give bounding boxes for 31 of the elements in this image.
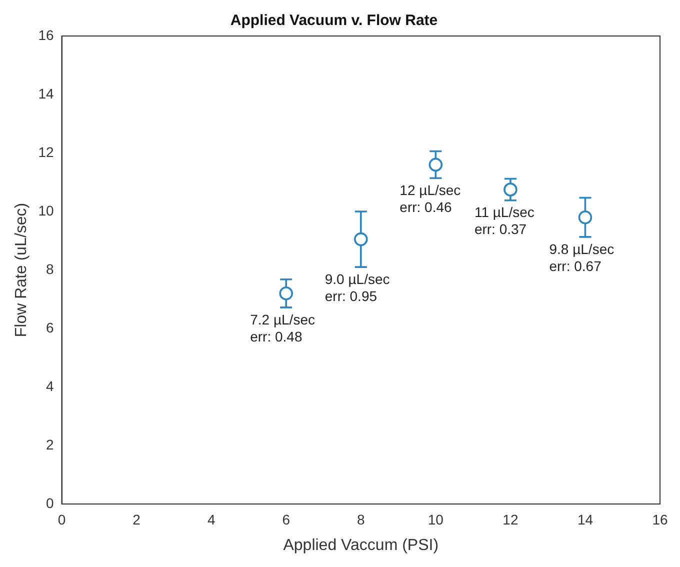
y-axis-title: Flow Rate (uL/sec) bbox=[13, 202, 30, 338]
x-tick-label: 14 bbox=[577, 511, 594, 528]
annotation: 7.2 µL/sec err: 0.48 bbox=[250, 311, 315, 344]
x-tick-label: 6 bbox=[282, 511, 290, 528]
x-tick-label: 2 bbox=[132, 511, 141, 528]
annotation: 9.0 µL/sec err: 0.95 bbox=[324, 270, 390, 304]
y-tick-label: 0 bbox=[46, 494, 54, 511]
point bbox=[504, 182, 518, 196]
y-tick-label: 2 bbox=[46, 436, 54, 452]
x-tick-label: 10 bbox=[428, 511, 444, 528]
x-tick-label: 16 bbox=[652, 511, 668, 528]
x-tick-label: 8 bbox=[356, 511, 365, 528]
y-tick-label: 12 bbox=[38, 144, 54, 160]
point bbox=[279, 286, 294, 300]
y-tick-label: 6 bbox=[46, 319, 54, 336]
annotation: 12 µL/sec err: 0.46 bbox=[400, 182, 461, 216]
y-tick-label: 14 bbox=[38, 85, 54, 102]
y-tick-label: 16 bbox=[38, 26, 54, 43]
x-axis-title: Applied Vaccum (PSI) bbox=[283, 536, 439, 554]
annotation: 9.8 µL/sec err: 0.67 bbox=[549, 240, 614, 274]
y-tick-label: 10 bbox=[38, 202, 54, 218]
y-tick-label: 8 bbox=[46, 260, 54, 277]
point bbox=[428, 158, 443, 172]
x-tick-label: 12 bbox=[502, 511, 518, 528]
x-tick-label: 0 bbox=[58, 511, 66, 528]
annotation: 11 µL/sec err: 0.37 bbox=[474, 204, 534, 238]
y-tick-label: 4 bbox=[46, 378, 54, 394]
point bbox=[354, 232, 368, 246]
chart-title: Applied Vacuum v. Flow Rate bbox=[230, 12, 438, 30]
point bbox=[578, 210, 592, 224]
x-tick-label: 4 bbox=[207, 511, 216, 528]
